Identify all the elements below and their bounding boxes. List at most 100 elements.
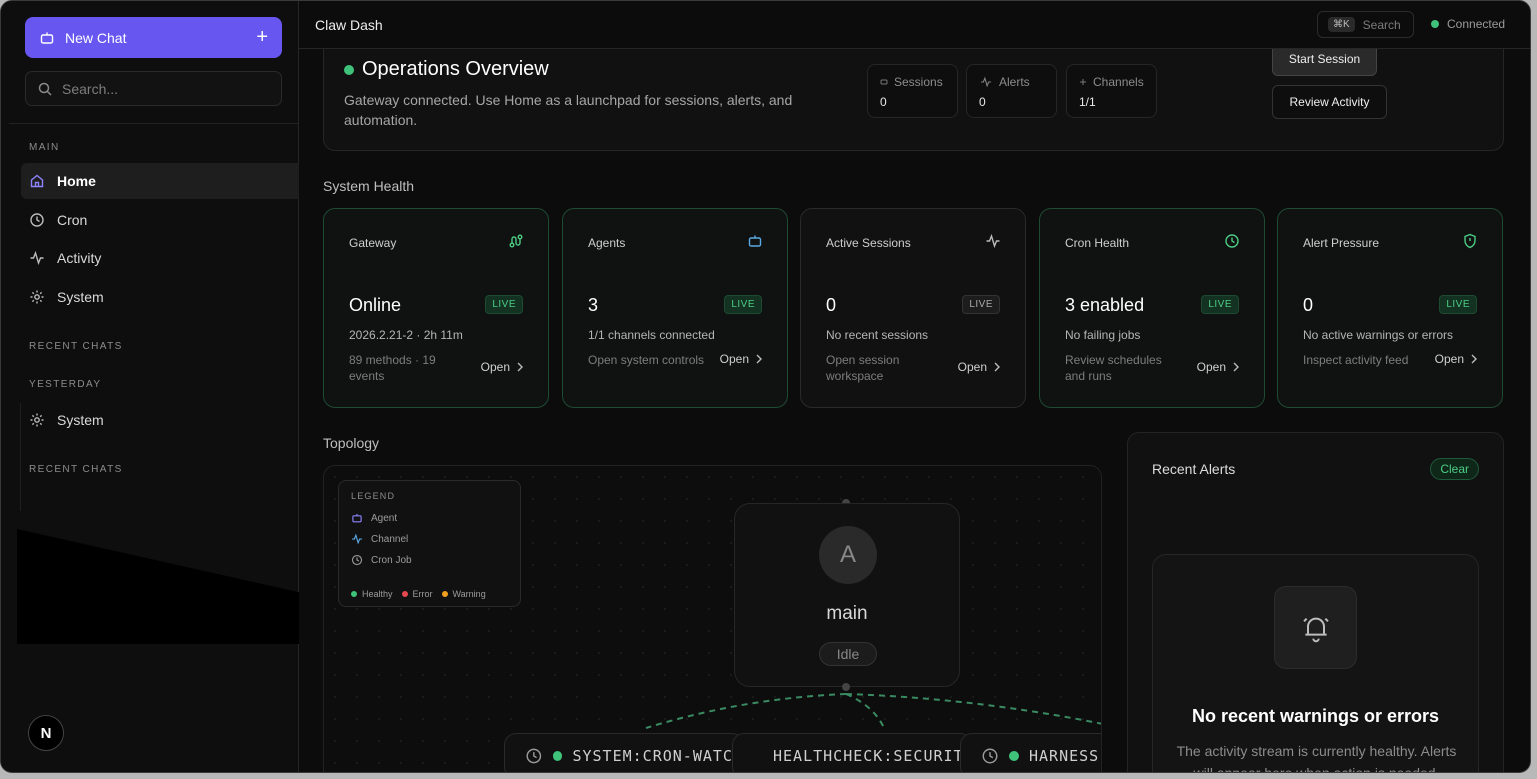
card-value: 3: [588, 295, 599, 315]
sidebar: New Chat + Search... MAIN Home Cron Acti…: [1, 1, 299, 772]
warning-dot-icon: [441, 591, 448, 597]
legend-item-agent: Agent: [351, 512, 397, 524]
clock-icon: [982, 748, 998, 764]
sidebar-item-label: Home: [57, 173, 96, 189]
review-activity-button[interactable]: Review Activity: [1272, 85, 1387, 119]
alerts-empty-state: No recent warnings or errors The activit…: [1152, 554, 1479, 772]
start-session-button[interactable]: Start Session: [1272, 49, 1377, 76]
open-label: Open: [1434, 352, 1464, 366]
sidebar-item-system[interactable]: System: [21, 279, 299, 315]
cron-node-healthcheck-security[interactable]: HEALTHCHECK:SECURITY: [732, 733, 972, 772]
card-subtitle: 2026.2.21-2 · 2h 11m: [349, 328, 463, 342]
agent-name: main: [826, 603, 868, 624]
card-value: Online: [349, 295, 402, 315]
open-link[interactable]: Open: [720, 352, 763, 366]
gear-icon: [30, 413, 44, 427]
stat-value: 0: [880, 95, 887, 109]
legend-status-error: Error: [412, 589, 433, 599]
card-description: Open session workspace: [826, 353, 900, 383]
health-card-cron-health[interactable]: Cron Health 3 enabled LIVE No failing jo…: [1039, 208, 1265, 408]
bot-icon: [748, 235, 762, 247]
clock-icon: [1225, 234, 1239, 248]
card-description: Inspect activity feed: [1303, 353, 1409, 367]
empty-state-title: No recent warnings or errors: [1191, 706, 1440, 726]
live-badge: LIVE: [962, 295, 1000, 314]
cron-node-system-cron-watch[interactable]: SYSTEM:CRON-WATCH: [504, 733, 744, 772]
chevron-right-icon: [1233, 362, 1239, 372]
topology-legend: LEGEND Agent Channel Cron Job Healthy Er…: [338, 480, 521, 607]
stat-label: Alerts: [999, 75, 1030, 89]
health-card-agents[interactable]: Agents 3 LIVE 1/1 channels connected Ope…: [562, 208, 788, 408]
route-icon: [509, 234, 523, 248]
health-card-alert-pressure[interactable]: Alert Pressure 0 LIVE No active warnings…: [1277, 208, 1503, 408]
chevron-right-icon: [1471, 354, 1477, 364]
sidebar-item-home[interactable]: Home: [21, 163, 299, 199]
status-dot-icon: [344, 64, 354, 75]
error-dot-icon: [401, 591, 408, 597]
open-link[interactable]: Open: [1435, 352, 1478, 366]
card-title: Gateway: [349, 236, 397, 250]
sidebar-item-cron[interactable]: Cron: [21, 202, 299, 238]
status-dot-icon: [1431, 20, 1439, 28]
user-avatar[interactable]: N: [28, 715, 64, 751]
bell-icon-tile: [1274, 586, 1357, 669]
sidebar-item-activity[interactable]: Activity: [21, 240, 299, 276]
stat-value: 1/1: [1079, 95, 1096, 109]
app-title: Claw Dash: [315, 17, 383, 33]
node-bottom-handle[interactable]: [842, 683, 850, 691]
legend-item-channel: Channel: [351, 533, 408, 545]
search-icon: [38, 82, 52, 96]
sidebar-search-input[interactable]: Search...: [25, 71, 282, 106]
recent-alerts-title: Recent Alerts: [1152, 461, 1236, 477]
new-chat-label: New Chat: [65, 29, 127, 46]
agent-status-badge: Idle: [819, 642, 877, 666]
open-label: Open: [480, 360, 510, 374]
legend-title: LEGEND: [351, 491, 396, 501]
activity-icon: [981, 76, 991, 88]
card-description: 89 methods · 19 events: [349, 353, 436, 383]
open-label: Open: [957, 360, 987, 374]
new-chat-button[interactable]: New Chat +: [25, 17, 282, 58]
tree-line: [20, 403, 21, 511]
gear-icon: [30, 290, 44, 304]
chevron-right-icon: [994, 362, 1000, 372]
chat-item-system[interactable]: System: [21, 402, 299, 438]
open-link[interactable]: Open: [1197, 360, 1240, 374]
card-value: 3 enabled: [1065, 295, 1145, 315]
legend-status-warning: Warning: [452, 589, 486, 599]
open-link[interactable]: Open: [958, 360, 1001, 374]
cron-node-label: SYSTEM:CRON-WATCH: [572, 747, 743, 765]
bot-icon: [352, 513, 362, 523]
operations-title-text: Operations Overview: [362, 58, 549, 80]
legend-label: Agent: [371, 512, 398, 524]
header-search-label: Search: [1362, 17, 1401, 32]
operations-description: Gateway connected. Use Home as a launchp…: [344, 92, 793, 128]
topology-canvas[interactable]: LEGEND Agent Channel Cron Job Healthy Er…: [323, 465, 1102, 772]
live-badge: LIVE: [485, 295, 523, 314]
top-header: Claw Dash ⌘K Search Connected: [299, 1, 1530, 49]
live-badge: LIVE: [1201, 295, 1239, 314]
bot-icon: [40, 32, 54, 44]
main-content: Operations Overview Gateway connected. U…: [299, 49, 1530, 772]
card-subtitle: No active warnings or errors: [1303, 328, 1454, 342]
agent-node-main[interactable]: A main Idle: [734, 503, 960, 687]
open-link[interactable]: Open: [481, 360, 524, 374]
health-card-gateway[interactable]: Gateway Online LIVE 2026.2.21-2 · 2h 11m…: [323, 208, 549, 408]
card-value: 0: [1303, 295, 1314, 315]
legend-label: Cron Job: [371, 554, 412, 566]
clear-alerts-button[interactable]: Clear: [1430, 458, 1479, 480]
card-description: Review schedules and runs: [1065, 353, 1162, 383]
operations-overview-card: Operations Overview Gateway connected. U…: [323, 49, 1504, 151]
clock-icon: [351, 554, 363, 566]
card-subtitle: No recent sessions: [826, 328, 929, 342]
clock-icon: [526, 748, 542, 764]
cron-node-label: HARNESS: [1029, 747, 1100, 765]
cron-node-label: HEALTHCHECK:SECURITY: [773, 747, 972, 765]
sidebar-item-label: Activity: [57, 250, 102, 266]
card-subtitle: No failing jobs: [1065, 328, 1141, 342]
agent-avatar: A: [819, 526, 877, 584]
header-search-button[interactable]: ⌘K Search: [1317, 11, 1414, 38]
recent-alerts-panel: Recent Alerts Clear No recent warnings o…: [1127, 432, 1504, 772]
cron-node-harness[interactable]: HARNESS: [960, 733, 1101, 772]
health-card-active-sessions[interactable]: Active Sessions 0 LIVE No recent session…: [800, 208, 1026, 408]
